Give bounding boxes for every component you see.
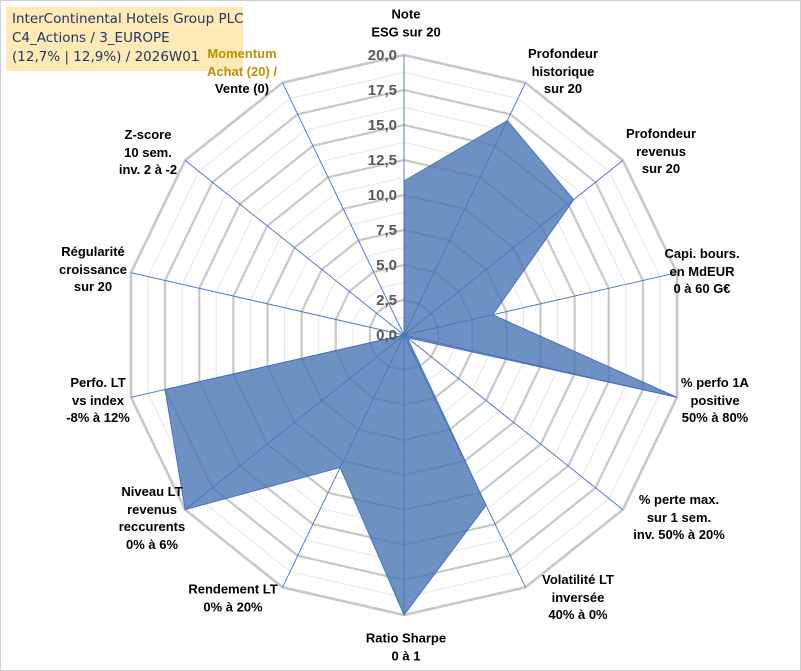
chart-title-category: C4_Actions / 3_EUROPE	[12, 30, 170, 46]
axis-label-line: sur 20	[543, 80, 583, 96]
axis-label-line: 0% à 20%	[203, 599, 263, 614]
axis-label-line: Perfo. LT	[70, 374, 126, 390]
axis-label: % perfo 1A positive 50% à 80%	[630, 374, 800, 427]
axis-label-line: reccurents	[118, 519, 186, 534]
axis-label-line: Volatilité LT	[542, 571, 614, 587]
axis-label-line: Ratio Sharpe	[365, 630, 447, 646]
axis-label-line: 40% à 0%	[548, 606, 608, 622]
radial-tick-label: 0,0	[376, 327, 397, 344]
radial-tick-label: 17,5	[368, 82, 397, 99]
axis-label-line: revenus	[636, 143, 686, 159]
axis-spoke	[184, 160, 405, 336]
axis-label-line: 50% à 80%	[681, 409, 749, 425]
axis-label-line: 10 sem.	[124, 144, 172, 160]
radial-tick-label: 7,5	[376, 222, 397, 239]
axis-spoke	[282, 82, 405, 336]
axis-label: Ratio Sharpe 0 à 1	[321, 630, 491, 665]
axis-label-line: sur 20	[73, 278, 113, 294]
axis-label: Niveau LT revenus reccurents 0% à 6%	[67, 483, 237, 553]
axis-label: Capi. bours. en MdEUR 0 à 60 G€	[617, 245, 787, 298]
radial-tick-label: 15,0	[368, 117, 397, 134]
axis-label-line: historique	[531, 63, 595, 79]
axis-label-line: Niveau LT	[121, 484, 183, 499]
chart-title-box: InterContinental Hotels Group PLC C4_Act…	[6, 7, 244, 71]
axis-label-line: Note	[391, 6, 421, 22]
radial-tick-label: 20,0	[368, 47, 397, 64]
axis-label-line: % perte max.	[638, 491, 720, 507]
axis-label-line: 0 à 1	[391, 648, 421, 663]
axis-label: Régularité croissance sur 20	[8, 243, 178, 296]
axis-label: Note ESG sur 20	[321, 6, 491, 41]
axis-label-line: positive	[690, 392, 740, 408]
axis-spoke	[403, 334, 624, 510]
axis-label: Momentum Achat (20) / Vente (0)	[157, 45, 327, 98]
axis-spoke	[130, 272, 405, 336]
axis-label: Z-score 10 sem. inv. 2 à -2	[63, 126, 233, 179]
axis-label-line: Profondeur	[625, 125, 697, 141]
axis-label-line: sur 20	[641, 160, 681, 176]
axis-label-line: % perfo 1A	[681, 374, 749, 390]
axis-label-line: ESG sur 20	[371, 24, 441, 39]
axis-label-line: croissance	[59, 261, 127, 277]
axis-label-line: 0 à 60 G€	[673, 280, 731, 296]
axis-label-line: Régularité	[61, 243, 125, 259]
axis-label: Perfo. LT vs index -8% à 12%	[13, 374, 183, 427]
axis-label-line: Vente (0)	[214, 80, 270, 96]
axis-label: % perte max. sur 1 sem. inv. 50% à 20%	[594, 491, 764, 544]
axis-label-line: en MdEUR	[669, 263, 735, 279]
axis-label-line: vs index	[71, 392, 125, 408]
radial-tick-label: 2,5	[376, 292, 397, 309]
radial-tick-label: 5,0	[376, 257, 397, 274]
axis-label-line: sur 1 sem.	[646, 509, 712, 525]
axis-label: Profondeur historique sur 20	[478, 45, 648, 98]
axis-label: Volatilité LT inversée 40% à 0%	[493, 571, 663, 624]
axis-label-line: inv. 2 à -2	[118, 161, 178, 177]
axis-label: Profondeur revenus sur 20	[576, 125, 746, 178]
series-area	[164, 119, 678, 616]
axis-label-line: Momentum	[207, 45, 277, 61]
axis-label-line: Achat (20) /	[206, 63, 278, 79]
axis-label-line: -8% à 12%	[66, 409, 130, 425]
radial-tick-label: 12,5	[368, 152, 397, 169]
axis-label-line: Z-score	[124, 126, 172, 142]
chart-title-stats: (12,7% | 12,9%) / 2026W01	[12, 49, 200, 65]
axis-label-line: 0% à 6%	[125, 536, 179, 552]
axis-label-line: Rendement LT	[188, 581, 278, 597]
axis-label-line: revenus	[127, 501, 177, 517]
axis-label: Rendement LT 0% à 20%	[148, 581, 318, 616]
radial-tick-label: 10,0	[368, 187, 397, 204]
axis-label-line: inversée	[551, 589, 605, 605]
axis-label-line: Profondeur	[527, 45, 599, 61]
chart-title-company: InterContinental Hotels Group PLC	[12, 11, 244, 27]
axis-label-line: Capi. bours.	[664, 245, 740, 261]
axis-label-line: inv. 50% à 20%	[633, 526, 725, 542]
